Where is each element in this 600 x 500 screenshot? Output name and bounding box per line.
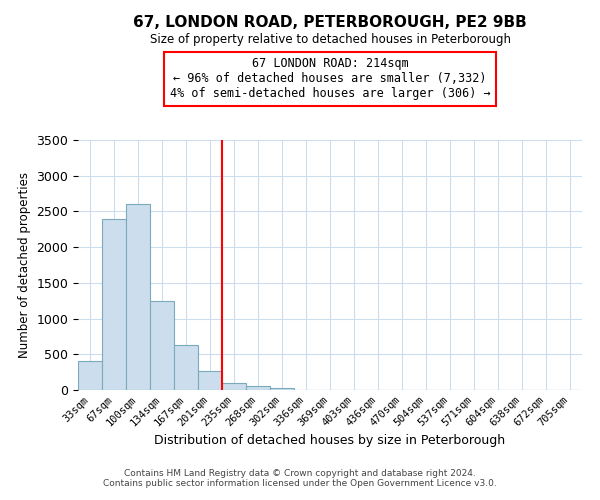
Text: Contains public sector information licensed under the Open Government Licence v3: Contains public sector information licen…	[103, 478, 497, 488]
Bar	[270, 388, 294, 390]
Bar	[102, 218, 126, 390]
X-axis label: Distribution of detached houses by size in Peterborough: Distribution of detached houses by size …	[154, 434, 506, 447]
Bar	[174, 345, 198, 390]
Bar	[126, 204, 150, 390]
Bar	[78, 362, 102, 390]
Bar	[150, 300, 174, 390]
Y-axis label: Number of detached properties: Number of detached properties	[18, 172, 31, 358]
Bar	[222, 383, 246, 390]
Text: 67 LONDON ROAD: 214sqm
← 96% of detached houses are smaller (7,332)
4% of semi-d: 67 LONDON ROAD: 214sqm ← 96% of detached…	[170, 58, 490, 100]
Bar	[246, 386, 270, 390]
Text: 67, LONDON ROAD, PETERBOROUGH, PE2 9BB: 67, LONDON ROAD, PETERBOROUGH, PE2 9BB	[133, 15, 527, 30]
Text: Size of property relative to detached houses in Peterborough: Size of property relative to detached ho…	[149, 32, 511, 46]
Bar	[198, 370, 222, 390]
Text: Contains HM Land Registry data © Crown copyright and database right 2024.: Contains HM Land Registry data © Crown c…	[124, 468, 476, 477]
